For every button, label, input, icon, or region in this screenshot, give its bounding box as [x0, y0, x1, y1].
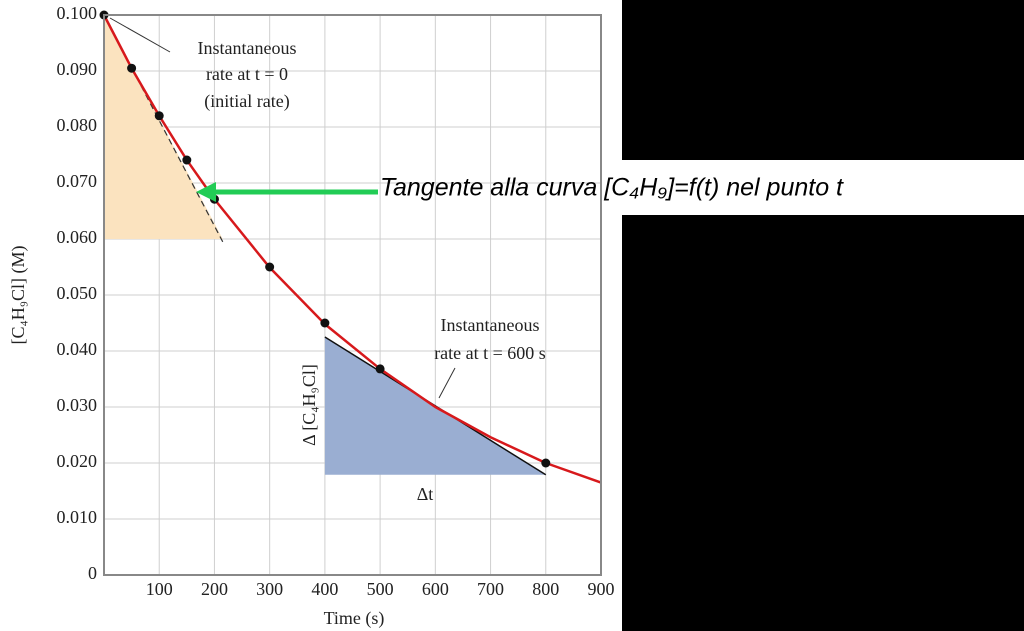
y-tick-label: 0.080	[57, 115, 98, 135]
y-tick-label: 0.070	[57, 171, 98, 191]
pointer	[438, 367, 456, 399]
x-tick-label: 300	[256, 579, 283, 599]
annotation: Instantaneous	[441, 315, 540, 335]
x-tick-label: 100	[146, 579, 173, 599]
pointer	[109, 17, 171, 53]
data-point	[127, 63, 137, 73]
annotation: (initial rate)	[204, 91, 289, 112]
y-tick-label: 0.060	[57, 227, 98, 247]
curve	[102, 14, 602, 484]
y-tick-label: 0.100	[57, 3, 98, 23]
x-tick-label: 500	[367, 579, 394, 599]
plot: 100 200 300 400 500 600 700 800 900 0 0.010 0.020 0.…	[57, 3, 615, 599]
x-tick-label: 400	[311, 579, 338, 599]
x-tick-label: 700	[477, 579, 504, 599]
data-point	[182, 155, 192, 165]
annotation: Δt	[417, 484, 434, 504]
data-point	[320, 318, 330, 328]
data-point	[375, 364, 385, 374]
y-tick-label: 0.020	[57, 451, 98, 471]
y-axis-label: [C₄H₉Cl] (M)	[8, 245, 29, 344]
plot-border	[103, 14, 602, 576]
annotation: Instantaneous	[198, 38, 297, 58]
data-point	[265, 262, 275, 272]
y-tick-label: 0.010	[57, 507, 98, 527]
x-axis-label: Time (s)	[324, 608, 385, 629]
x-tick-label: 200	[201, 579, 228, 599]
annotation: rate at t = 600 s	[434, 343, 546, 363]
annotation: Δ [C₄H₉Cl]	[299, 364, 319, 446]
black-panel	[622, 0, 1024, 631]
x-tick-label: 800	[532, 579, 559, 599]
y-tick-label: 0.090	[57, 59, 98, 79]
green-arrowhead	[196, 182, 216, 202]
overlay-text: Tangente alla curva [C₄H₉]=f(t) nel punt…	[380, 174, 844, 202]
y-tick-label: 0.050	[57, 283, 98, 303]
annotation: rate at t = 0	[206, 64, 288, 84]
y-tick-label: 0	[88, 563, 97, 583]
data-point	[154, 111, 164, 121]
x-tick-label: 900	[588, 579, 615, 599]
x-tick-label: 600	[422, 579, 449, 599]
data-point	[541, 458, 551, 468]
y-tick-label: 0.040	[57, 339, 98, 359]
y-tick-label: 0.030	[57, 395, 98, 415]
